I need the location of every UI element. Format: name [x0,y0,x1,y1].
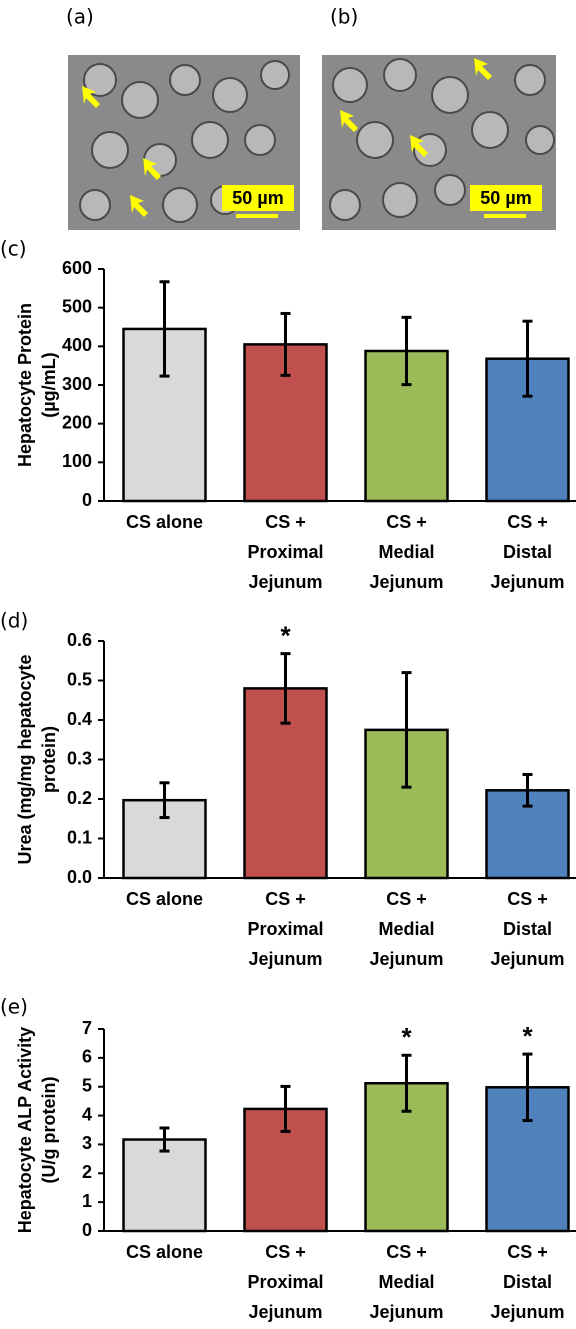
x-tick-label: Jejunum [490,949,564,969]
y-tick-label: 0 [82,1220,92,1240]
x-tick-label: CS + [507,889,548,909]
y-tick-label: 6 [82,1047,92,1067]
x-tick-label: CS alone [126,512,203,532]
y-axis-label: Hepatocyte ALP Activity [15,1027,35,1233]
panel-label: (d) [0,609,28,633]
bar [124,1140,206,1231]
x-tick-label: CS + [386,889,427,909]
x-tick-label: Proximal [247,1272,323,1292]
x-tick-label: Distal [503,1272,552,1292]
y-tick-label: 0.2 [67,788,92,808]
x-tick-label: Jejunum [248,1302,322,1322]
y-tick-label: 200 [62,412,92,432]
x-tick-label: CS alone [126,889,203,909]
scale-bar-label: 50 µm [232,188,283,208]
panel-label: (c) [0,237,27,261]
x-tick-label: Medial [378,1272,434,1292]
x-tick-label: Jejunum [369,1302,443,1322]
x-tick-label: Distal [503,919,552,939]
y-tick-label: 500 [62,296,92,316]
x-tick-label: CS + [507,1242,548,1262]
x-tick-label: CS + [265,512,306,532]
y-axis-label: (U/g protein) [39,1077,59,1184]
y-tick-label: 0 [82,490,92,510]
panel-label: (b) [330,5,358,29]
x-tick-label: Proximal [247,542,323,562]
y-tick-label: 0.3 [67,748,92,768]
y-tick-label: 4 [82,1104,92,1124]
significance-label: * [522,1021,533,1051]
x-tick-label: Medial [378,542,434,562]
y-axis-label: Urea (mg/mg hepatocyte [15,654,35,864]
y-tick-label: 0.0 [67,867,92,887]
y-tick-label: 300 [62,374,92,394]
x-tick-label: Jejunum [369,572,443,592]
x-tick-label: CS + [265,1242,306,1262]
x-tick-label: CS + [386,1242,427,1262]
y-tick-label: 100 [62,451,92,471]
panel-label: (e) [0,995,28,1019]
x-tick-label: CS alone [126,1242,203,1262]
y-axis-label: (µg/mL) [39,352,59,417]
y-tick-label: 1 [82,1191,92,1211]
y-tick-label: 7 [82,1018,92,1038]
micrograph-a: (a) 50 µm [66,5,300,231]
y-axis-label: Hepatocyte Protein [15,303,35,467]
scale-bar-label: 50 µm [480,188,531,208]
x-tick-label: CS + [265,889,306,909]
micrograph-b: (b) 50 µm [322,5,556,231]
y-tick-label: 600 [62,258,92,278]
x-tick-label: Jejunum [369,949,443,969]
x-tick-label: CS + [507,512,548,532]
y-axis-label: protein) [39,726,59,793]
y-tick-label: 0.5 [67,669,92,689]
x-tick-label: Jejunum [248,572,322,592]
y-tick-label: 3 [82,1133,92,1153]
page: (a) 50 µm (b) 50 µm (c) Hepatocyte Protei… [0,0,576,1329]
x-tick-label: Jejunum [490,572,564,592]
x-tick-label: Medial [378,919,434,939]
significance-label: * [401,1022,412,1052]
y-tick-label: 5 [82,1075,92,1095]
x-tick-label: Jejunum [248,949,322,969]
significance-label: * [280,621,291,651]
y-tick-label: 0.1 [67,827,92,847]
y-tick-label: 0.4 [67,709,92,729]
x-tick-label: CS + [386,512,427,532]
y-tick-label: 400 [62,335,92,355]
x-tick-label: Distal [503,542,552,562]
y-tick-label: 2 [82,1162,92,1182]
x-tick-label: Proximal [247,919,323,939]
figure: (a) 50 µm (b) 50 µm (c) Hepatocyte Protei… [0,0,576,1329]
panel-label: (a) [66,5,94,29]
x-tick-label: Jejunum [490,1302,564,1322]
y-tick-label: 0.6 [67,630,92,650]
